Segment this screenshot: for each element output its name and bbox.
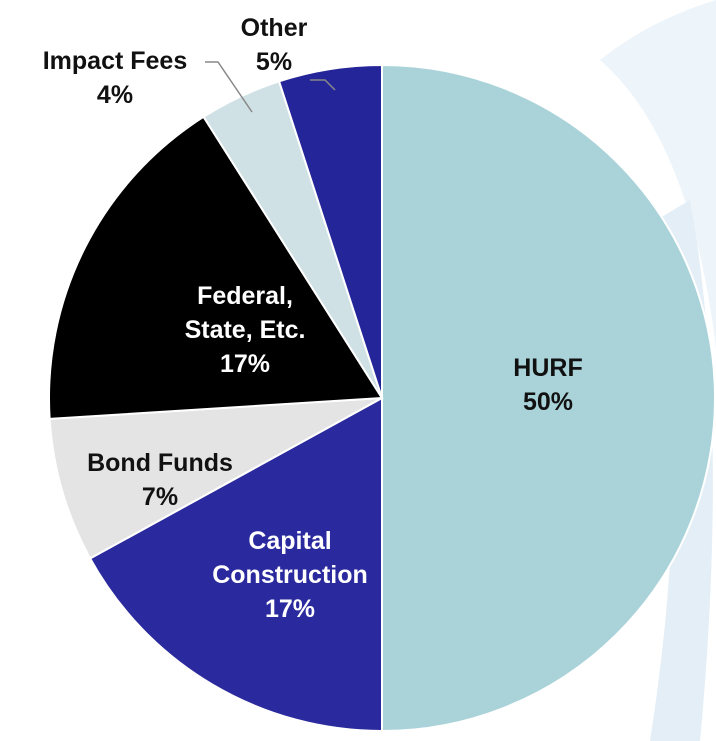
slice-label: Other 5% bbox=[214, 11, 334, 79]
category-label: Capital Construction bbox=[212, 527, 368, 589]
value-label: 5% bbox=[255, 48, 293, 76]
value-label: 17% bbox=[219, 350, 271, 378]
slice-label: Federal, State, Etc. 17% bbox=[170, 279, 320, 381]
background-swoosh bbox=[600, 0, 716, 741]
category-label: Bond Funds bbox=[87, 449, 233, 477]
leader-line bbox=[310, 79, 336, 91]
value-label: 50% bbox=[522, 388, 574, 416]
category-label: Other bbox=[240, 14, 308, 42]
slice-label: Impact Fees 4% bbox=[5, 44, 225, 112]
value-label: 17% bbox=[264, 595, 316, 623]
pie-slice bbox=[48, 397, 383, 560]
slice-label: HURF 50% bbox=[448, 351, 648, 419]
pie-slice bbox=[277, 63, 383, 399]
category-label: Federal, State, Etc. bbox=[184, 282, 306, 344]
category-label: Impact Fees bbox=[42, 47, 188, 75]
slice-label: Capital Construction 17% bbox=[190, 524, 390, 626]
category-label: HURF bbox=[513, 354, 583, 382]
value-label: 7% bbox=[141, 483, 179, 511]
slice-label: Bond Funds 7% bbox=[50, 446, 270, 514]
pie-slice bbox=[48, 115, 384, 420]
value-label: 4% bbox=[96, 81, 134, 109]
pie-slice bbox=[381, 63, 716, 733]
leader-line bbox=[205, 61, 253, 113]
pie bbox=[48, 63, 716, 733]
pie-slice bbox=[88, 396, 383, 733]
